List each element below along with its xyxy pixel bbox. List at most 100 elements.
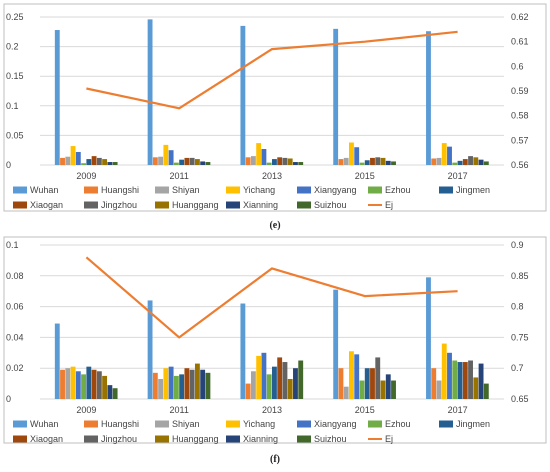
- bar-shiyan: [65, 156, 71, 165]
- bar-suizhou: [112, 388, 118, 399]
- panel-frame: [3, 3, 547, 212]
- legend-item-xianning: Xianning: [226, 434, 278, 444]
- bar-jingzhou: [96, 371, 102, 399]
- bar-jingmen: [364, 368, 370, 399]
- legend-swatch: [13, 201, 27, 209]
- bar-suizhou: [205, 372, 211, 399]
- bar-jingzhou: [282, 362, 288, 399]
- bar-huanggang: [194, 159, 200, 165]
- bar-xiaogan: [184, 368, 190, 399]
- bar-suizhou: [298, 162, 304, 165]
- bar-shiyan: [65, 368, 71, 399]
- bar-huangshi: [245, 383, 251, 399]
- legend-swatch: [226, 201, 240, 209]
- legend-label: Yichang: [243, 419, 275, 429]
- legend-label: Xiangyang: [314, 185, 357, 195]
- bar-yichang: [70, 146, 76, 165]
- y2-tick-label: 0.57: [511, 135, 529, 145]
- bar-yichang: [349, 142, 354, 165]
- legend-label: Yichang: [243, 185, 275, 195]
- legend-swatch: [226, 435, 240, 443]
- x-tick-label: 2009: [76, 171, 96, 181]
- y2-tick-label: 0.6: [511, 61, 524, 71]
- y-tick-label: 0.06: [6, 302, 24, 312]
- bar-xianning: [385, 374, 391, 399]
- legend-item-jingzhou: Jingzhou: [84, 200, 137, 210]
- panel-caption: (f): [270, 454, 280, 465]
- y-tick-label: 0.2: [6, 42, 19, 52]
- bar-jingmen: [364, 160, 370, 165]
- bar-xianning: [293, 162, 298, 165]
- bar-jingmen: [457, 362, 463, 399]
- bar-ezhou: [359, 162, 365, 165]
- bar-yichang: [441, 343, 447, 399]
- legend-item-shiyan: Shiyan: [155, 185, 200, 195]
- bar-jingzhou: [189, 369, 195, 399]
- legend-swatch: [13, 435, 27, 443]
- legend-swatch: [226, 186, 240, 194]
- bar-huangshi: [245, 157, 251, 165]
- panel-caption: (e): [269, 220, 280, 231]
- bar-jingmen: [272, 366, 277, 399]
- bar-ezhou: [359, 380, 365, 399]
- bar-huanggang: [473, 157, 479, 165]
- bar-wuhan: [54, 323, 60, 399]
- y-tick-label: 0.1: [6, 101, 19, 111]
- bar-ezhou: [173, 162, 179, 165]
- bar-xiangyang: [168, 366, 174, 399]
- bar-jingmen: [86, 159, 92, 165]
- legend-label: Huangshi: [101, 185, 139, 195]
- legend-swatch: [297, 186, 311, 194]
- bar-xiaogan: [462, 362, 468, 399]
- bar-wuhan: [426, 277, 431, 399]
- bar-jingzhou: [282, 157, 288, 165]
- bar-jingmen: [457, 160, 463, 165]
- bar-ezhou: [266, 374, 272, 399]
- bar-xiaogan: [277, 357, 283, 399]
- legend-label: Huanggang: [172, 434, 219, 444]
- legend-label: Huanggang: [172, 200, 219, 210]
- bar-ezhou: [81, 163, 86, 165]
- bar-jingzhou: [468, 156, 473, 165]
- legend-label: Xianning: [243, 200, 278, 210]
- bar-xianning: [293, 368, 298, 399]
- legend-swatch: [297, 420, 311, 428]
- bar-jingzhou: [96, 157, 102, 165]
- bar-xianning: [107, 385, 113, 399]
- bar-jingzhou: [375, 357, 381, 399]
- bar-yichang: [349, 351, 354, 399]
- bar-ezhou: [81, 374, 86, 399]
- bar-wuhan: [147, 300, 153, 399]
- bar-huangshi: [152, 372, 158, 399]
- bar-wuhan: [333, 289, 339, 399]
- x-tick-label: 2011: [170, 405, 189, 415]
- legend-swatch: [84, 186, 98, 194]
- x-tick-label: 2015: [355, 171, 375, 181]
- bar-suizhou: [112, 162, 118, 165]
- bar-wuhan: [54, 30, 60, 165]
- legend-item-xiangyang: Xiangyang: [297, 419, 357, 429]
- bar-yichang: [163, 368, 169, 399]
- legend-label: Jingmen: [456, 185, 490, 195]
- bar-shiyan: [250, 156, 256, 165]
- bar-xiangyang: [354, 147, 360, 165]
- legend-swatch: [439, 186, 453, 194]
- bar-huanggang: [287, 378, 293, 399]
- legend-label: Xiaogan: [30, 200, 63, 210]
- legend-item-suizhou: Suizhou: [297, 434, 347, 444]
- legend-swatch: [155, 435, 169, 443]
- legend-label: Xiangyang: [314, 419, 357, 429]
- bar-suizhou: [298, 360, 304, 399]
- bar-xiangyang: [447, 352, 452, 399]
- y2-tick-label: 0.9: [511, 240, 524, 250]
- bar-xiangyang: [261, 149, 267, 165]
- bar-yichang: [70, 366, 76, 399]
- y2-tick-label: 0.85: [511, 271, 529, 281]
- bar-huanggang: [380, 380, 386, 399]
- bar-shiyan: [158, 156, 164, 165]
- y-tick-label: 0.02: [6, 363, 24, 373]
- bar-xiangyang: [75, 151, 81, 165]
- bar-huangshi: [431, 158, 437, 165]
- bar-xiangyang: [168, 150, 174, 165]
- bar-yichang: [441, 143, 447, 165]
